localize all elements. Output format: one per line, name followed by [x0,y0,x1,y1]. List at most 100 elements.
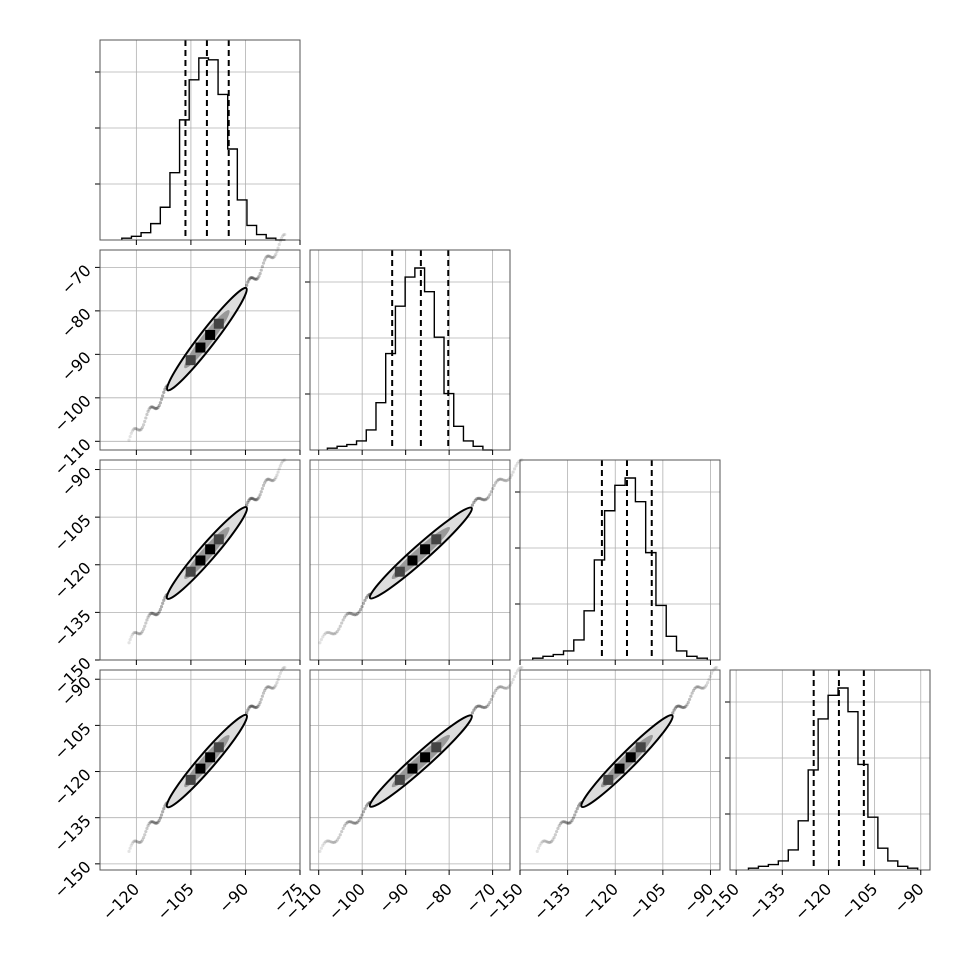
scatter-point [353,613,357,617]
scatter-point [154,821,158,825]
scatter-point [472,500,476,504]
scatter-point [535,849,539,853]
scatter-point [276,470,280,474]
y-tick-label-3: −105 [50,511,95,556]
scatter-point [250,496,254,501]
scatter-point [158,401,162,405]
scatter-point [266,477,270,481]
panel-frame [99,39,301,241]
scatter-point [282,666,286,670]
scatter-point [130,841,134,845]
panel-frame [309,669,511,871]
scatter-point [265,478,269,482]
scatter-point [680,705,684,709]
density-block-0 [185,566,196,577]
scatter-point [472,708,476,712]
scatter-point [331,840,335,845]
scatter-point [562,820,566,824]
y-tick-label-3: −80 [58,304,95,341]
scatter-point [708,674,712,679]
scatter-point [573,813,577,817]
scatter-point [354,821,358,825]
scatter-point [335,629,339,634]
scatter-point [558,821,563,826]
scatter-point [143,833,147,837]
scatter-point [345,820,350,824]
scatter-point [134,630,138,635]
scatter-point [139,427,143,431]
scatter-point [351,821,355,825]
scatter-point [140,838,145,842]
scatter-point [157,610,161,614]
panel-1-0: −110−100−90−80−70 [50,232,301,479]
scatter-point [481,497,485,502]
scatter-point [136,428,140,432]
scatter-point [709,671,714,675]
scatter-point [250,704,254,708]
x-tick-label-0: −120 [99,879,144,924]
density-blocks [603,742,646,785]
scatter-point [565,821,569,825]
scatter-point [277,242,281,247]
scatter-point [489,490,493,494]
scatter-point [249,496,253,500]
scatter-point [147,821,151,826]
scatter-point [700,686,705,690]
scatter-point [268,478,272,482]
scatter-point [145,412,149,417]
scatter-point [687,697,692,702]
x-tick-label-3: −105 [837,879,882,924]
scatter-point [575,807,579,811]
scatter-point [495,686,499,691]
scatter-point [676,704,680,708]
x-tick-label-4: −90 [890,879,927,916]
scatter-point [254,498,258,502]
scatter-point [276,678,280,682]
scatter-point [278,239,282,243]
scatter-point [515,669,520,673]
x-tick-label-2: −90 [375,879,412,916]
scatter-point [278,671,282,675]
scatter-point [255,277,259,281]
scatter-point [140,425,145,429]
scatter-point [137,840,141,845]
scatter-point [356,820,360,824]
scatter-point [318,849,322,853]
scatter-point [273,254,277,258]
scatter-point [673,706,677,710]
grid [310,250,510,450]
scatter-point [343,615,347,619]
scatter-point [248,276,252,280]
density-block-1 [195,342,206,353]
scatter-point [156,820,160,824]
scatter-point [245,711,249,715]
scatter-point [260,265,264,269]
scatter-point [271,478,276,483]
scatter-point [545,840,550,844]
scatter-point [265,685,269,689]
scatter-point [260,694,264,698]
scatter-point [268,255,272,259]
scatter-point [275,681,279,685]
scatter-point [544,839,548,844]
density-block-3 [431,534,442,545]
panel-3-1: −110−100 −90 −80 −70 [281,665,524,924]
scatter-point [249,704,253,708]
scatter-point [699,686,703,690]
scatter-point [483,498,488,502]
scatter-point [539,841,543,845]
x-tick-label-2: −120 [578,879,623,924]
scatter-point [351,612,355,617]
scatter-point [470,711,475,715]
scatter-point [331,632,335,636]
scatter-point [515,461,520,465]
scatter-point [250,276,254,280]
scatter-point [492,483,496,488]
scatter-point [154,407,158,411]
panel-frame [519,459,721,661]
scatter-point [361,601,366,605]
x-tick-label-1: −135 [745,879,790,924]
scatter-point [353,821,357,825]
scatter-point [332,840,337,844]
scatter-point [157,403,161,408]
